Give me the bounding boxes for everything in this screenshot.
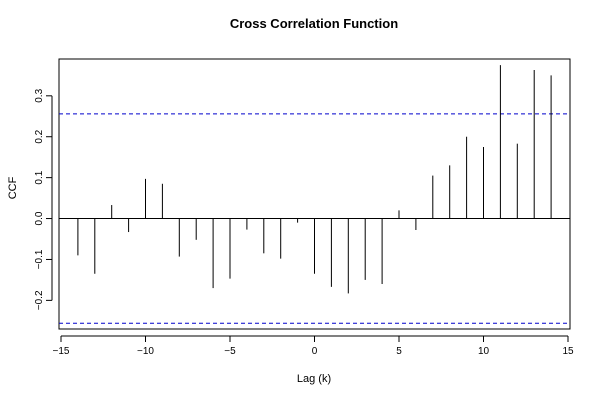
x-tick-label: −15	[53, 346, 70, 357]
chart-marks: −15 −10 −5 0 5 10 15 −0.2 −0.1 0.0 0.1 0.2 0.3	[34, 65, 574, 357]
y-tick-label: −0.1	[34, 249, 45, 269]
x-tick-label: 5	[396, 346, 402, 357]
chart-title: Cross Correlation Function	[230, 16, 398, 31]
y-axis-label: CCF	[7, 176, 19, 199]
x-tick-label: 0	[312, 346, 318, 357]
x-tick-label: −10	[137, 346, 154, 357]
x-tick-label: 10	[478, 346, 490, 357]
x-tick-label: 15	[562, 346, 574, 357]
y-tick-label: 0.2	[34, 129, 45, 143]
x-tick-label: −5	[224, 346, 236, 357]
y-tick-label: 0.3	[34, 88, 45, 102]
plot-frame	[58, 58, 571, 330]
y-tick-label: 0.0	[34, 211, 45, 225]
y-tick-label: −0.2	[34, 290, 45, 310]
y-tick-label: 0.1	[34, 170, 45, 184]
x-axis-label: Lag (k)	[297, 373, 331, 385]
